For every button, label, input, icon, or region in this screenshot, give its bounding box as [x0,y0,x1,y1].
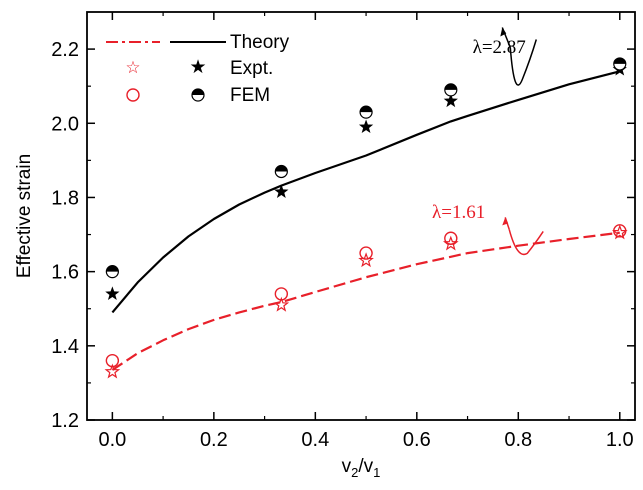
x-tick-label: 0.2 [200,429,228,451]
lambda-hook [509,39,538,86]
expt-point-lambda-2.87 [358,119,374,134]
curves [111,70,621,371]
x-axis-title-v: v [342,456,352,477]
y-tick-label: 2.0 [51,113,79,135]
fem-point-lambda-2.87 [359,105,373,119]
fem-point-lambda-2.87 [105,265,119,279]
legend-red-circle-icon [126,88,140,102]
legend-red-star-icon: ☆ [125,58,140,78]
expt-point-lambda-1.61 [358,252,374,268]
fem-point-lambda-2.87 [613,57,627,71]
x-tick-label: 0.0 [98,429,126,451]
x-tick-label: 0.8 [504,429,532,451]
fem-point-fill [275,165,288,172]
expt-point-lambda-1.61 [611,224,628,240]
y-tick-label: 2.2 [51,39,79,61]
x-axis-title: v2/v1 [342,456,381,480]
y-tick-label: 1.6 [51,262,79,284]
lambda-arrow-head [500,27,507,37]
y-tick-label: 1.2 [51,410,79,432]
fem-point-lambda-1.61 [359,246,373,260]
expt-point-lambda-2.87 [105,286,120,300]
legend-label-expt: Expt. [230,58,273,79]
y-tick-label: 1.8 [51,187,79,209]
fem-point-fill [360,106,373,113]
lambda-hook [508,229,544,256]
ticks: 0.0 0.2 0.4 0.6 0.8 1.0 1.2 1.4 1.6 1.8 2.0 2.2 [51,12,635,451]
annotations: λ=2.87 λ=1.61 [432,27,544,256]
y-axis-title: Effective strain [14,154,35,278]
x-axis-title-sub1: 1 [373,465,380,480]
legend-black-star-icon: ★ [189,56,206,78]
lambda-label: λ=1.61 [432,202,485,223]
legend-label-theory: Theory [230,32,290,53]
lambda-arrow-head [502,217,509,226]
plot-frame [86,11,636,421]
lambda-label: λ=2.87 [473,37,526,58]
legend-black-circle-icon [191,88,205,102]
markers [104,57,628,379]
expt-point-lambda-1.61 [273,296,290,312]
plot-area: 0.0 0.2 0.4 0.6 0.8 1.0 1.2 1.4 1.6 1.8 2.0 2.2 λ=2… [51,11,636,451]
fem-point-lambda-1.61 [105,353,120,368]
y-tick-label: 1.4 [51,336,79,358]
x-axis-title-sub2: 2 [351,465,358,480]
expt-point-lambda-2.87 [274,184,289,198]
theory-curve-lambda-2.87 [111,70,621,314]
x-tick-label: 0.4 [301,429,329,451]
fem-point-lambda-1.61 [274,287,289,301]
fem-point-fill [444,83,457,90]
fem-point-fill [613,57,626,64]
fem-point-fill [106,265,119,272]
x-axis-title-sep: /v [358,456,373,477]
legend-label-fem: FEM [230,85,270,106]
expt-point-lambda-1.61 [104,363,121,379]
fem-point-lambda-1.61 [444,231,458,245]
fem-point-lambda-1.61 [613,224,627,238]
fem-point-lambda-2.87 [444,83,458,97]
x-tick-label: 0.6 [403,429,431,451]
fem-point-lambda-2.87 [274,164,288,179]
x-tick-label: 1.0 [606,429,634,451]
theory-curve-lambda-1.61 [111,231,620,371]
legend: Theory ☆ ★ Expt. FEM [106,32,290,106]
expt-point-lambda-2.87 [443,93,458,108]
